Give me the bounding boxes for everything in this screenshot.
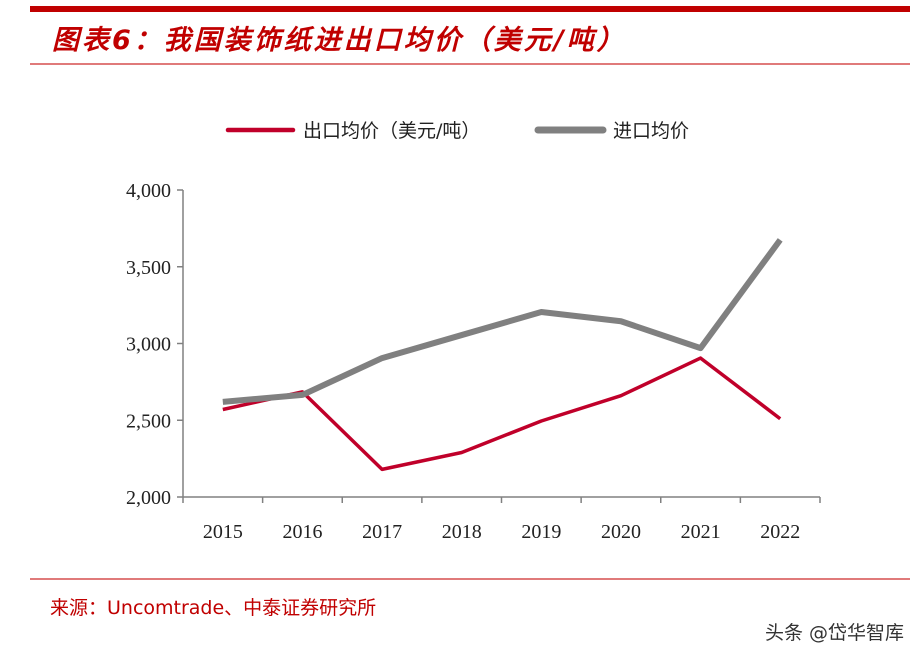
y-tick-label: 2,000 xyxy=(126,487,171,509)
watermark: 头条 @岱华智库 xyxy=(764,622,904,644)
source-note: 来源：Uncomtrade、中泰证券研究所 xyxy=(50,597,377,619)
series-line-import xyxy=(222,238,783,405)
y-tick-label: 3,500 xyxy=(126,257,171,279)
x-tick-label: 2019 xyxy=(521,521,561,543)
legend-label: 出口均价（美元/吨） xyxy=(303,120,480,142)
page-title: 图表6：我国装饰纸进出口均价（美元/吨） xyxy=(52,25,627,56)
x-tick-label: 2015 xyxy=(203,521,243,543)
title-divider xyxy=(30,63,910,65)
x-tick-label: 2018 xyxy=(442,521,482,543)
x-tick-label: 2022 xyxy=(760,521,800,543)
x-tick-label: 2021 xyxy=(681,521,721,543)
legend-label: 进口均价 xyxy=(613,120,689,142)
y-tick-label: 3,000 xyxy=(126,334,171,356)
x-tick-label: 2020 xyxy=(601,521,641,543)
footer-divider xyxy=(30,578,910,580)
x-tick-label: 2016 xyxy=(282,521,322,543)
series-line-export xyxy=(222,356,782,472)
top-rule xyxy=(30,6,910,12)
x-tick-label: 2017 xyxy=(362,521,402,543)
y-tick-label: 4,000 xyxy=(126,180,171,202)
y-tick-label: 2,500 xyxy=(126,410,171,432)
